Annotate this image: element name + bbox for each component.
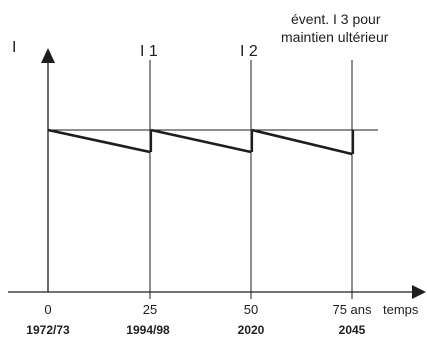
tick-value-75: 75 ans (332, 302, 372, 317)
tick-year-25: 1994/98 (126, 323, 170, 337)
y-axis-label: I (12, 39, 16, 56)
tick-year-75: 2045 (339, 323, 366, 337)
tick-value-0: 0 (44, 302, 51, 317)
x-axis-arrowhead (412, 285, 426, 299)
decay-segment-2 (150, 128, 252, 154)
tick-year-0: 1972/73 (26, 323, 70, 337)
y-axis-arrowhead (41, 48, 55, 63)
intervention-1-label: I 1 (140, 43, 158, 60)
x-axis-label: temps (383, 302, 419, 317)
intervention-2-label: I 2 (240, 43, 258, 60)
decay-segment-3 (251, 128, 353, 156)
tick-year-50: 2020 (238, 323, 265, 337)
note-line-2: maintien ultérieur (281, 29, 389, 45)
tick-value-25: 25 (143, 302, 157, 317)
decay-segment-1 (47, 128, 151, 154)
tick-value-50: 50 (244, 302, 258, 317)
note-line-1: évent. I 3 pour (291, 11, 381, 27)
